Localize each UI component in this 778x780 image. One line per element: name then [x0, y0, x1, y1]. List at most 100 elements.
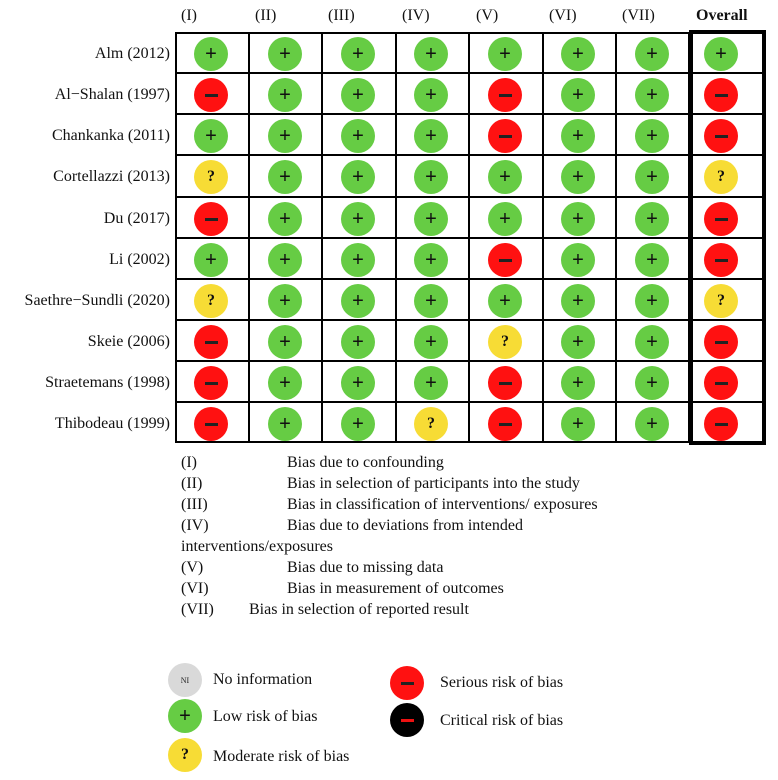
low-risk-icon: + — [341, 160, 375, 194]
header-overall: Overall — [696, 7, 748, 24]
minus-icon — [714, 93, 728, 97]
low-risk-icon: + — [194, 243, 228, 277]
plus-icon: + — [425, 248, 437, 271]
study-label: Li (2002) — [109, 251, 170, 268]
low-risk-icon: + — [268, 202, 302, 236]
low-risk-icon: + — [414, 160, 448, 194]
overall-moderate-risk-icon: ? — [704, 160, 738, 194]
definition-text: Bias in classification of interventions/… — [287, 496, 598, 513]
study-label: Alm (2012) — [94, 45, 170, 62]
plus-icon: + — [715, 42, 727, 65]
minus-icon — [204, 422, 218, 426]
low-risk-icon: + — [268, 366, 302, 400]
plus-icon: + — [425, 124, 437, 147]
serious-risk-icon — [488, 243, 522, 277]
header-domain-4: (IV) — [402, 7, 430, 24]
overall-serious-risk-icon — [704, 407, 738, 441]
plus-icon: + — [499, 289, 511, 312]
plus-icon: + — [425, 83, 437, 106]
question-icon: ? — [207, 292, 215, 309]
plus-icon: + — [572, 330, 584, 353]
minus-icon — [714, 381, 728, 385]
moderate-risk-icon: ? — [194, 160, 228, 194]
low-risk-icon: + — [168, 699, 202, 733]
plus-icon: + — [425, 42, 437, 65]
grid-divider — [175, 237, 765, 239]
low-risk-icon: + — [561, 325, 595, 359]
low-risk-icon: + — [561, 160, 595, 194]
no-information-icon: NI — [168, 663, 202, 697]
low-risk-icon: + — [635, 407, 669, 441]
plus-icon: + — [572, 83, 584, 106]
plus-icon: + — [352, 330, 364, 353]
minus-icon — [498, 134, 512, 138]
minus-icon — [498, 422, 512, 426]
low-risk-icon: + — [268, 325, 302, 359]
overall-column-box — [689, 30, 766, 445]
plus-icon: + — [279, 248, 291, 271]
overall-serious-risk-icon — [704, 243, 738, 277]
plus-icon: + — [572, 42, 584, 65]
low-risk-icon: + — [488, 37, 522, 71]
plus-icon: + — [646, 165, 658, 188]
question-icon: ? — [717, 292, 725, 309]
low-risk-icon: + — [341, 366, 375, 400]
minus-icon — [498, 258, 512, 262]
definition-code: (VII) — [181, 601, 214, 618]
plus-icon: + — [279, 412, 291, 435]
low-risk-icon: + — [561, 202, 595, 236]
study-label: Chankanka (2011) — [51, 127, 170, 144]
low-risk-icon: + — [635, 202, 669, 236]
low-risk-icon: + — [414, 325, 448, 359]
minus-icon — [714, 422, 728, 426]
low-risk-icon: + — [635, 243, 669, 277]
question-icon: ? — [207, 168, 215, 185]
plus-icon: + — [205, 42, 217, 65]
grid-divider — [175, 113, 765, 115]
header-domain-2: (II) — [255, 7, 277, 24]
minus-icon — [204, 340, 218, 344]
study-label: Thibodeau (1999) — [54, 415, 170, 432]
low-risk-icon: + — [635, 366, 669, 400]
plus-icon: + — [646, 412, 658, 435]
low-risk-icon: + — [341, 37, 375, 71]
critical-risk-icon — [390, 703, 424, 737]
plus-icon: + — [646, 83, 658, 106]
plus-icon: + — [279, 124, 291, 147]
plus-icon: + — [646, 207, 658, 230]
plus-icon: + — [499, 165, 511, 188]
plus-icon: + — [279, 371, 291, 394]
definition-text: Bias due to confounding — [287, 454, 444, 471]
low-risk-icon: + — [341, 78, 375, 112]
low-risk-icon: + — [635, 325, 669, 359]
low-risk-icon: + — [561, 243, 595, 277]
plus-icon: + — [352, 83, 364, 106]
low-risk-icon: + — [341, 119, 375, 153]
minus-icon — [714, 134, 728, 138]
low-risk-icon: + — [268, 284, 302, 318]
definition-code: (I) — [181, 454, 197, 471]
plus-icon: + — [425, 330, 437, 353]
low-risk-icon: + — [561, 119, 595, 153]
question-icon: ? — [717, 168, 725, 185]
serious-risk-icon — [488, 78, 522, 112]
plus-icon: + — [279, 165, 291, 188]
serious-risk-icon — [194, 325, 228, 359]
study-label: Du (2017) — [103, 210, 170, 227]
minus-icon — [714, 258, 728, 262]
minus-icon — [204, 93, 218, 97]
plus-icon: + — [572, 412, 584, 435]
moderate-risk-icon: ? — [414, 407, 448, 441]
plus-icon: + — [352, 248, 364, 271]
overall-serious-risk-icon — [704, 119, 738, 153]
plus-icon: + — [205, 248, 217, 271]
grid-divider — [175, 196, 765, 198]
legend-critical-risk: Critical risk of bias — [440, 712, 564, 729]
minus-icon — [498, 93, 512, 97]
minus-icon — [204, 217, 218, 221]
low-risk-icon: + — [414, 78, 448, 112]
low-risk-icon: + — [194, 119, 228, 153]
serious-risk-icon — [194, 202, 228, 236]
plus-icon: + — [352, 371, 364, 394]
low-risk-icon: + — [561, 37, 595, 71]
